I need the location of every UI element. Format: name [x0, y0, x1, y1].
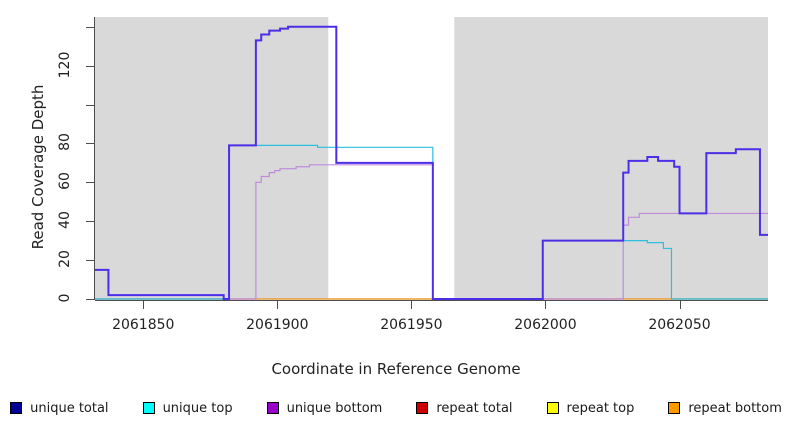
y-tick-label: 20 — [57, 250, 73, 269]
x-tick-label: 2062050 — [648, 317, 711, 333]
x-tick — [679, 301, 681, 309]
y-tick — [86, 299, 94, 300]
x-tick-label: 2061950 — [380, 317, 443, 333]
legend-label: unique top — [162, 400, 233, 416]
legend-item[interactable]: unique total — [10, 400, 109, 416]
y-tick — [86, 143, 94, 145]
shaded-region — [95, 17, 329, 299]
legend-swatch-icon — [668, 402, 681, 414]
legend-item[interactable]: repeat bottom — [668, 401, 782, 416]
y-tick-label: 0 — [57, 293, 73, 303]
legend-item[interactable]: repeat total — [416, 400, 513, 416]
legend-label: repeat total — [436, 400, 513, 416]
x-tick — [277, 301, 279, 309]
y-tick — [86, 26, 94, 28]
legend-swatch-icon — [416, 402, 429, 414]
legend-item[interactable]: repeat top — [546, 400, 635, 416]
y-tick-label: 80 — [57, 133, 73, 152]
y-tick-label: 60 — [57, 172, 73, 191]
y-tick — [86, 221, 94, 223]
x-tick-label: 2061900 — [246, 317, 309, 333]
y-tick — [86, 260, 94, 262]
x-axis-title: Coordinate in Reference Genome — [271, 360, 521, 378]
x-axis-line — [95, 300, 768, 301]
y-tick — [86, 182, 94, 184]
x-tick — [545, 301, 547, 309]
legend-label: unique total — [30, 400, 109, 416]
panel-background — [95, 17, 768, 299]
y-axis-line — [94, 17, 95, 300]
x-tick — [143, 301, 145, 309]
series-line — [95, 164, 768, 300]
shaded-region — [454, 17, 768, 299]
y-tick — [86, 65, 94, 67]
legend-swatch-icon — [266, 402, 279, 414]
series-lines — [95, 25, 768, 300]
legend-label: repeat top — [566, 400, 635, 416]
x-tick-label: 2062000 — [514, 317, 577, 333]
legend-swatch-icon — [546, 402, 559, 414]
y-tick-label: 120 — [57, 51, 73, 78]
series-line — [95, 25, 768, 300]
legend-item[interactable]: unique top — [142, 400, 233, 416]
legend-swatch-icon — [10, 402, 23, 414]
y-tick-label: 40 — [57, 211, 73, 230]
y-tick — [86, 104, 94, 106]
legend-label: unique bottom — [286, 400, 383, 416]
x-tick — [411, 301, 413, 309]
legend: unique total unique top unique bottom repea… — [0, 398, 792, 418]
legend-item[interactable]: unique bottom — [266, 400, 383, 416]
legend-swatch-icon — [142, 402, 155, 414]
x-tick-label: 2061850 — [112, 317, 175, 333]
legend-label: repeat bottom — [688, 400, 782, 416]
